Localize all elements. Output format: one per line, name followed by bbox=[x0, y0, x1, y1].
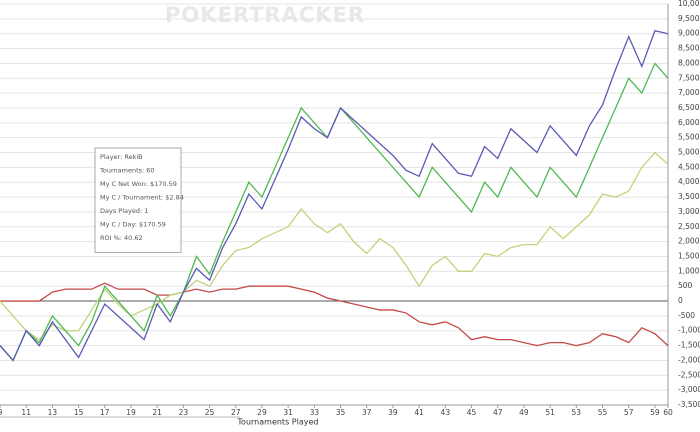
x-tick-label: 55 bbox=[598, 408, 608, 417]
x-tick-label: 53 bbox=[572, 408, 582, 417]
y-tick-label: 8,500 bbox=[678, 44, 700, 53]
x-tick-label: 35 bbox=[336, 408, 346, 417]
y-tick-label: 5,500 bbox=[678, 133, 700, 142]
series-line bbox=[0, 29, 669, 362]
x-tick-label: 45 bbox=[467, 408, 477, 417]
y-tick-label: 8,000 bbox=[678, 58, 700, 67]
series-line bbox=[0, 151, 669, 341]
x-tick-label: 9 bbox=[0, 408, 3, 417]
x-tick-label: 15 bbox=[74, 408, 84, 417]
series-line bbox=[0, 282, 669, 347]
y-tick-label: 500 bbox=[678, 281, 693, 290]
tooltip-box bbox=[94, 147, 182, 253]
x-tick-label: 13 bbox=[48, 408, 58, 417]
tooltip-line: My C / Tournament: $2.84 bbox=[100, 194, 184, 202]
y-tick-label: -3,000 bbox=[678, 385, 700, 394]
y-tick-label: 10,000 bbox=[678, 0, 700, 8]
x-tick-label: 19 bbox=[126, 408, 136, 417]
y-tick-label: -500 bbox=[678, 311, 695, 320]
x-tick-label: 17 bbox=[100, 408, 110, 417]
x-tick-label: 37 bbox=[362, 408, 372, 417]
x-tick-label: 21 bbox=[152, 408, 162, 417]
x-tick-label: 57 bbox=[624, 408, 634, 417]
y-tick-label: 2,000 bbox=[678, 237, 700, 246]
y-tick-label: 1,000 bbox=[678, 266, 700, 275]
y-tick-label: 9,500 bbox=[678, 14, 700, 23]
y-tick-label: 5,000 bbox=[678, 148, 700, 157]
y-tick-label: 4,500 bbox=[678, 162, 700, 171]
tooltip-line: ROI %: 40.62 bbox=[100, 234, 143, 242]
y-tick-label: 2,500 bbox=[678, 222, 700, 231]
y-tick-label: -3,500 bbox=[678, 400, 700, 409]
x-tick-label: 11 bbox=[21, 408, 31, 417]
y-tick-label: 6,000 bbox=[678, 118, 700, 127]
x-tick-label: 43 bbox=[441, 408, 451, 417]
x-tick-label: 59 bbox=[650, 408, 660, 417]
tooltip-line: Days Played: 1 bbox=[100, 207, 148, 215]
y-tick-label: -2,000 bbox=[678, 355, 700, 364]
x-tick-label: 25 bbox=[205, 408, 215, 417]
y-tick-label: 7,500 bbox=[678, 73, 700, 82]
x-tick-label: 23 bbox=[179, 408, 189, 417]
y-tick-label: -1,500 bbox=[678, 341, 700, 350]
tooltip-line: My C Net Won: $170.59 bbox=[100, 180, 177, 188]
x-tick-label: 41 bbox=[414, 408, 424, 417]
watermark: POKERTRACKER bbox=[165, 3, 365, 27]
x-tick-label: 51 bbox=[545, 408, 555, 417]
tooltip-line: Player: RekiB bbox=[100, 153, 143, 161]
x-tick-label: 27 bbox=[231, 408, 241, 417]
y-tick-label: 9,000 bbox=[678, 29, 700, 38]
tooltip-line: My C / Day: $170.59 bbox=[100, 221, 166, 229]
x-tick-label: 31 bbox=[283, 408, 293, 417]
x-tick-label: 39 bbox=[388, 408, 398, 417]
x-tick-label: 60 bbox=[663, 408, 673, 417]
y-tick-label: -2,500 bbox=[678, 370, 700, 379]
y-tick-label: -1,000 bbox=[678, 326, 700, 335]
x-tick-label: 29 bbox=[257, 408, 267, 417]
y-tick-label: 0 bbox=[678, 296, 683, 305]
y-tick-label: 4,000 bbox=[678, 177, 700, 186]
y-tick-label: 1,500 bbox=[678, 251, 700, 260]
tooltip-line: Tournaments: 60 bbox=[99, 167, 155, 175]
y-tick-label: 7,000 bbox=[678, 88, 700, 97]
x-tick-label: 47 bbox=[493, 408, 503, 417]
y-tick-label: 3,000 bbox=[678, 207, 700, 216]
y-tick-label: 6,500 bbox=[678, 103, 700, 112]
y-tick-label: 3,500 bbox=[678, 192, 700, 201]
x-tick-label: 49 bbox=[519, 408, 529, 417]
x-axis-label: Tournaments Played bbox=[237, 418, 319, 427]
x-tick-label: 33 bbox=[310, 408, 320, 417]
